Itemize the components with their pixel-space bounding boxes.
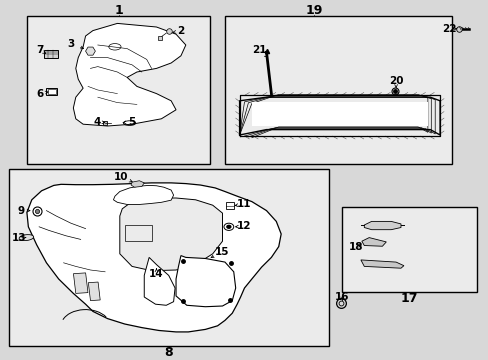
Bar	[224, 16, 451, 164]
Text: 11: 11	[237, 199, 251, 210]
Text: 1: 1	[114, 4, 123, 17]
Bar	[48, 89, 56, 94]
Ellipse shape	[19, 235, 34, 240]
Text: 13: 13	[12, 233, 27, 243]
Text: 2: 2	[177, 26, 184, 36]
Polygon shape	[144, 257, 175, 305]
Text: 8: 8	[164, 346, 173, 359]
Bar	[226, 202, 233, 209]
Text: 16: 16	[334, 292, 349, 302]
Polygon shape	[85, 47, 95, 55]
Text: 19: 19	[305, 4, 322, 17]
Polygon shape	[176, 256, 235, 307]
Text: 4: 4	[93, 117, 101, 127]
Text: 7: 7	[36, 45, 44, 55]
Text: 15: 15	[215, 247, 229, 257]
Text: 22: 22	[441, 24, 455, 34]
Polygon shape	[27, 183, 281, 332]
Bar	[88, 282, 100, 301]
Bar	[342, 207, 476, 292]
Bar	[124, 225, 151, 241]
Text: 18: 18	[348, 242, 363, 252]
Polygon shape	[364, 221, 400, 230]
Text: 6: 6	[37, 89, 43, 99]
Polygon shape	[361, 238, 386, 246]
Polygon shape	[251, 102, 427, 126]
Text: 9: 9	[18, 206, 24, 216]
Bar	[46, 88, 57, 95]
Text: 14: 14	[149, 269, 163, 279]
Text: 17: 17	[400, 292, 418, 305]
Text: 3: 3	[67, 39, 74, 49]
Text: 21: 21	[251, 45, 266, 55]
Text: 10: 10	[114, 172, 128, 182]
Bar	[44, 50, 58, 58]
Polygon shape	[360, 260, 403, 268]
Circle shape	[226, 225, 230, 228]
Bar	[27, 16, 210, 164]
Text: 5: 5	[128, 117, 135, 127]
Bar	[9, 169, 328, 346]
Polygon shape	[120, 198, 222, 271]
Text: 12: 12	[237, 221, 251, 231]
Polygon shape	[131, 181, 144, 187]
Polygon shape	[113, 185, 173, 204]
Polygon shape	[73, 23, 185, 126]
Bar	[73, 273, 88, 293]
Text: 20: 20	[388, 76, 403, 86]
